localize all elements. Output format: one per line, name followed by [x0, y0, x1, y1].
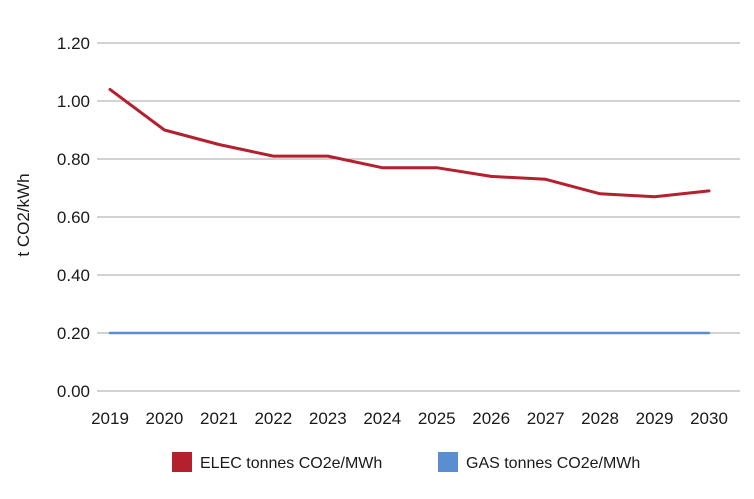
x-tick-label: 2025	[418, 409, 456, 428]
x-tick-label: 2023	[309, 409, 347, 428]
y-tick-label: 0.60	[57, 208, 90, 227]
x-tick-label: 2022	[254, 409, 292, 428]
x-tick-label: 2019	[91, 409, 129, 428]
series-line-elec	[108, 87, 711, 199]
y-tick-label: 0.00	[57, 382, 90, 401]
y-tick-label: 0.20	[57, 324, 90, 343]
y-axis-ticks: 0.00 0.20 0.40 0.60 0.80 1.00 1.20	[57, 34, 90, 401]
y-tick-label: 0.40	[57, 266, 90, 285]
x-tick-label: 2029	[636, 409, 674, 428]
x-tick-label: 2021	[200, 409, 238, 428]
x-tick-label: 2028	[581, 409, 619, 428]
y-axis-title: t CO2/kWh	[14, 173, 33, 256]
y-tick-label: 1.00	[57, 92, 90, 111]
x-tick-label: 2020	[146, 409, 184, 428]
x-tick-label: 2024	[363, 409, 401, 428]
gridlines	[97, 42, 740, 392]
y-tick-label: 1.20	[57, 34, 90, 53]
x-tick-label: 2027	[527, 409, 565, 428]
x-tick-label: 2026	[472, 409, 510, 428]
legend-label-gas: GAS tonnes CO2e/MWh	[466, 455, 640, 472]
series-lines	[108, 87, 711, 335]
legend-label-elec: ELEC tonnes CO2e/MWh	[200, 455, 382, 472]
legend-swatch-elec	[172, 452, 192, 472]
x-tick-label: 2030	[690, 409, 728, 428]
x-axis-ticks: 2019 2020 2021 2022 2023 2024 2025 2026 2027 2028…	[91, 409, 728, 428]
legend-swatch-gas	[438, 452, 458, 472]
legend: ELEC tonnes CO2e/MWh GAS tonnes CO2e/MWh	[172, 452, 640, 472]
y-tick-label: 0.80	[57, 150, 90, 169]
